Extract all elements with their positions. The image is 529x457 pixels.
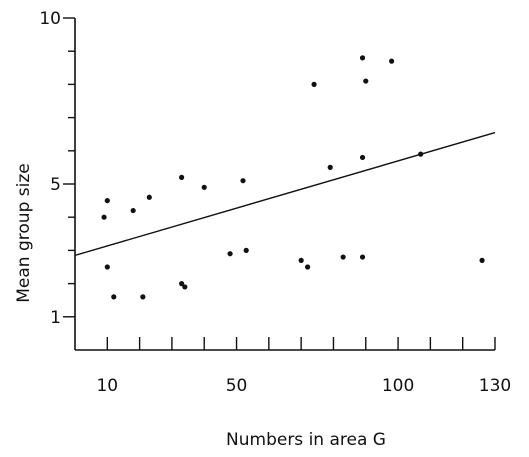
data-point [201, 184, 207, 190]
data-point [327, 164, 333, 170]
y-tick-label: 1 [50, 308, 61, 328]
x-tick-label: 10 [96, 376, 118, 396]
data-point [240, 178, 246, 184]
data-point [340, 254, 346, 260]
data-point [104, 264, 110, 270]
data-point [305, 264, 311, 270]
data-point [101, 214, 107, 220]
y-axis-label: Mean group size [14, 163, 34, 302]
data-point [359, 254, 366, 260]
y-tick-label: 5 [50, 175, 61, 195]
data-point [363, 78, 369, 84]
data-point [389, 58, 395, 64]
x-tick-label: 100 [382, 376, 414, 396]
x-tick-label: 130 [479, 376, 511, 396]
data-point [359, 154, 366, 161]
data-point [418, 151, 424, 157]
trend-line [74, 131, 496, 257]
x-tick-label: 50 [226, 376, 248, 396]
data-point [359, 55, 366, 61]
data-point [182, 284, 188, 290]
trendline [74, 131, 496, 257]
data-point [179, 174, 185, 180]
data-point [179, 281, 185, 287]
x-axis-label: Numbers in area G [226, 430, 386, 450]
data-point [298, 257, 304, 263]
data-point [243, 247, 249, 253]
data-point [104, 198, 110, 204]
data-point [479, 257, 485, 263]
ticks: 1 5 10 10 50 100 130 [39, 9, 511, 396]
data-point [130, 207, 136, 214]
data-point [111, 294, 117, 300]
y-tick-label: 10 [39, 9, 61, 29]
data-point [311, 81, 317, 87]
data-point [146, 194, 152, 200]
data-point [140, 294, 146, 300]
data-point [227, 251, 233, 257]
axes [74, 18, 495, 351]
data-points [101, 55, 485, 300]
